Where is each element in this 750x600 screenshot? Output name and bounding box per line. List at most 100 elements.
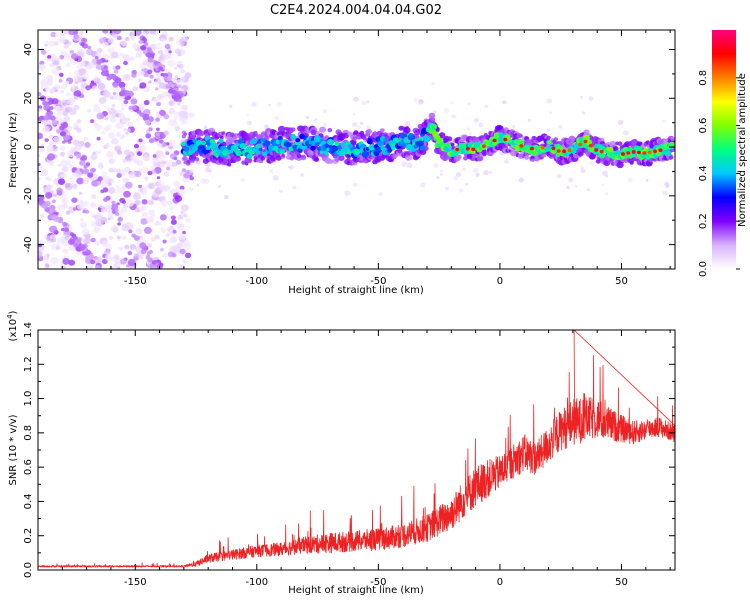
heatmap-cell [79, 199, 84, 204]
heatmap-cell [68, 259, 76, 266]
heatmap-cell [221, 131, 226, 136]
heatmap-cell [59, 145, 66, 151]
heatmap-cell [553, 137, 559, 142]
heatmap-cell [125, 181, 133, 189]
heatmap-cell [81, 228, 90, 236]
heatmap-cell [256, 151, 261, 155]
heatmap-cell [56, 111, 63, 117]
heatmap-cell [108, 182, 112, 186]
heatmap-cell [144, 119, 151, 126]
heatmap-cell [79, 217, 85, 222]
snr-y-tick-label: 0.8 [23, 425, 34, 441]
heatmap-cell [133, 235, 140, 241]
heatmap-cell [240, 177, 246, 183]
heatmap-cell [367, 139, 373, 145]
heatmap-cell [121, 235, 127, 240]
heatmap-cell [181, 168, 187, 173]
heatmap-cell [450, 142, 455, 147]
heatmap-cell [64, 235, 69, 241]
heatmap-cell [81, 73, 89, 80]
heatmap-cell [126, 199, 135, 207]
heatmap-cell [431, 82, 435, 86]
heatmap-cell [44, 43, 48, 47]
heatmap-cell [161, 143, 167, 148]
heatmap-cell [155, 132, 160, 137]
heatmap-cell [73, 104, 80, 111]
colorbar: 0.0 0.2 0.4 0.6 0.8 Normalized spectral ampl… [698, 30, 748, 277]
heatmap-cell [179, 42, 185, 47]
heatmap-cell [166, 166, 171, 171]
heatmap-cell [356, 125, 362, 130]
heatmap-cell [83, 164, 88, 169]
heatmap-cell [143, 86, 151, 93]
heatmap-cell [588, 143, 593, 148]
heatmap-cell [185, 217, 192, 223]
heatmap-cell [80, 53, 85, 58]
heatmap-cell [337, 145, 342, 150]
heatmap-cell [567, 148, 572, 152]
heatmap-cell [178, 63, 184, 69]
heatmap-cell [581, 111, 586, 115]
heatmap-cell [286, 142, 292, 147]
heatmap-cell [177, 52, 182, 57]
heatmap-cell [464, 182, 469, 186]
heatmap-cell [365, 100, 370, 104]
heatmap-cell [433, 163, 439, 168]
heatmap-cell [81, 155, 88, 161]
heatmap-cell [48, 134, 54, 139]
heatmap-cell [419, 145, 426, 151]
heatmap-cell [57, 178, 66, 185]
heatmap-cell [229, 104, 233, 108]
heatmap-cell [353, 96, 359, 102]
heatmap-cell [142, 113, 150, 121]
heatmap-cell [76, 119, 82, 124]
heatmap-cell [127, 159, 131, 163]
heatmap-cell [315, 142, 320, 147]
heatmap-cell [210, 142, 219, 150]
heatmap-cell [158, 139, 164, 144]
heatmap-cell [475, 172, 480, 177]
heatmap-cell [64, 182, 73, 191]
heatmap-cell [54, 55, 61, 62]
heatmap-cell [163, 171, 170, 177]
heatmap-cell [583, 139, 588, 144]
heatmap-cell [661, 119, 666, 124]
heatmap-cell [121, 134, 126, 139]
heatmap-cell [263, 140, 271, 147]
heatmap-cell [110, 117, 117, 123]
heatmap-cell [208, 169, 212, 173]
snr-line-layer [38, 330, 675, 568]
heatmap-cell [60, 99, 68, 107]
heatmap-cell [164, 43, 171, 50]
heatmap-cell [530, 155, 535, 159]
heatmap-cell [134, 200, 141, 206]
heatmap-cell [72, 207, 77, 211]
heatmap-cell [161, 91, 169, 97]
heatmap-cell [39, 239, 44, 244]
heatmap-cell [177, 98, 182, 103]
heatmap-cell [107, 37, 114, 44]
heatmap-cell [292, 185, 297, 190]
snr-y-tick-label: 1.2 [23, 356, 34, 372]
heatmap-cell [176, 61, 181, 65]
heatmap-cell [93, 103, 100, 109]
heatmap-cell [104, 142, 110, 149]
heatmap-cell [143, 41, 149, 47]
heatmap-cell [111, 104, 116, 108]
heatmap-cell [474, 118, 479, 123]
heatmap-cell [50, 31, 57, 38]
heatmap-cell [168, 190, 173, 194]
heatmap-cell [258, 147, 263, 152]
snr-y-tick-label: 0.4 [23, 493, 34, 509]
heatmap-cell [116, 173, 122, 178]
heatmap-cell [115, 65, 121, 70]
heatmap-cell [64, 227, 69, 232]
heatmap-cell [124, 36, 130, 42]
heatmap-cell [147, 170, 153, 176]
heatmap-cell [141, 212, 148, 218]
heatmap-cell [94, 214, 102, 222]
heatmap-cell [246, 157, 253, 164]
heatmap-cell [153, 97, 160, 103]
heatmap-cell [100, 165, 104, 169]
heatmap-cell [153, 121, 157, 125]
